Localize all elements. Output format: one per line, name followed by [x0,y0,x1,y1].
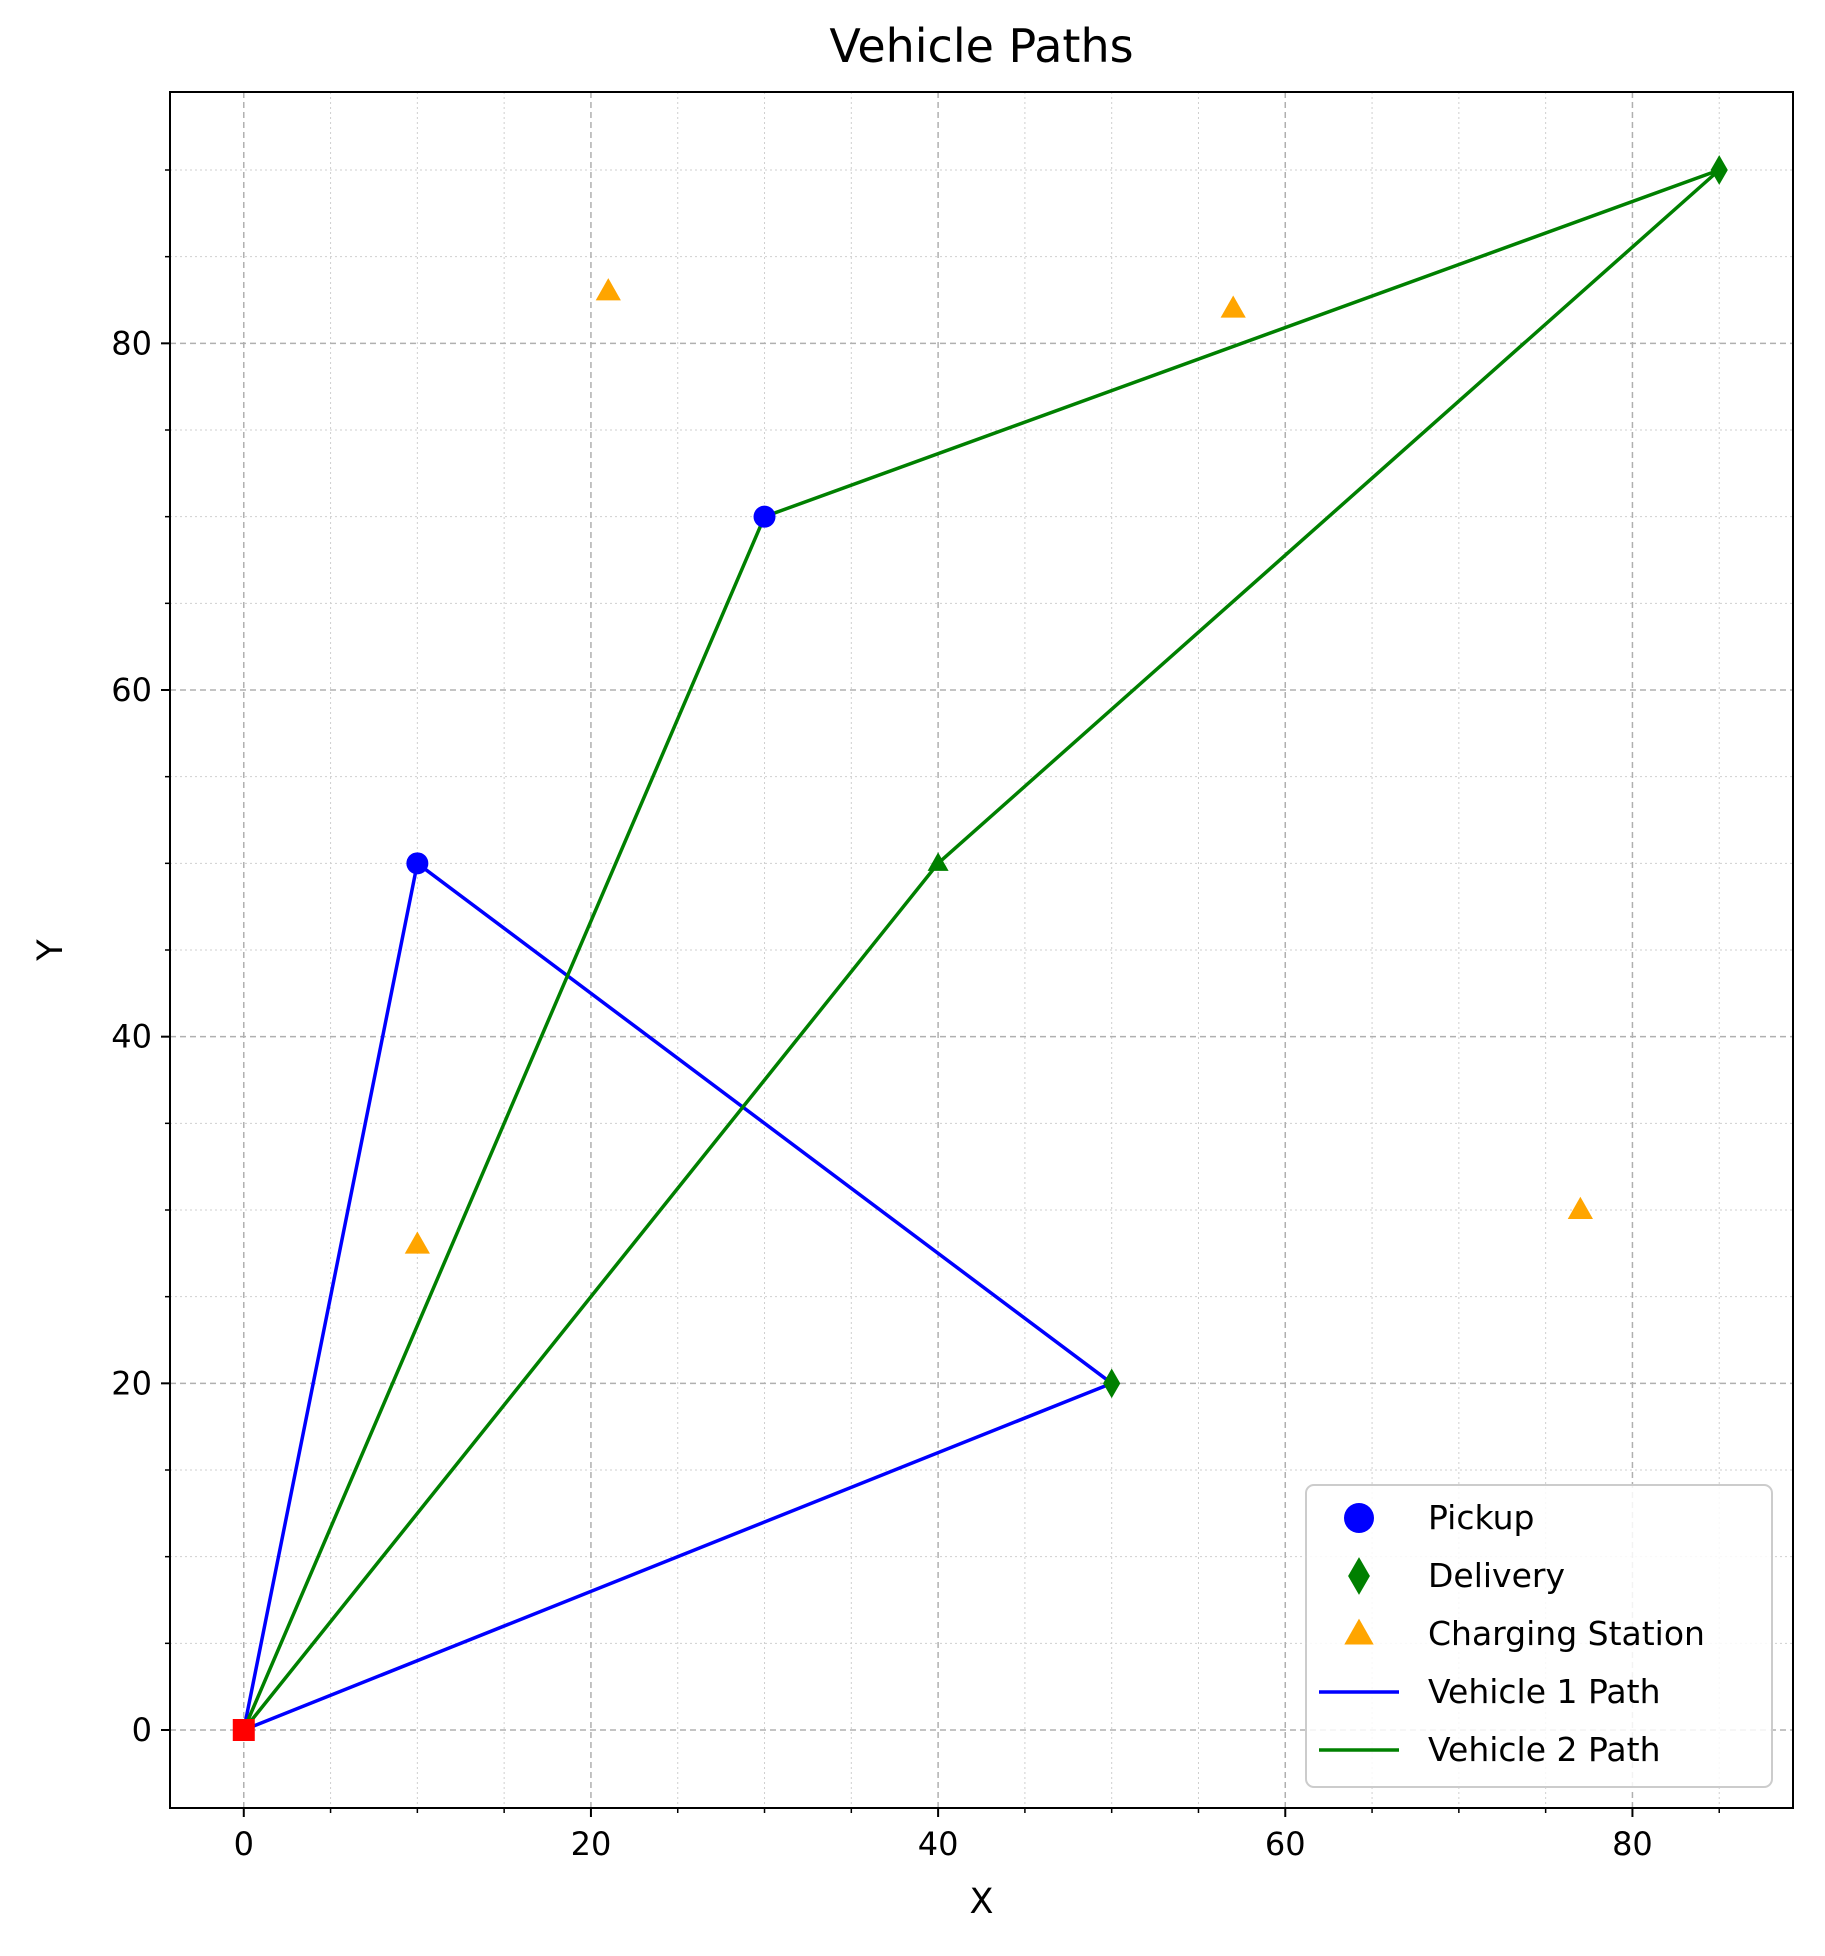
x-tick-label: 80 [1612,1825,1653,1863]
legend-label: Delivery [1428,1556,1565,1595]
depot-point [232,1719,255,1741]
legend-label: Charging Station [1428,1614,1705,1653]
marker-layer [232,155,1728,1741]
legend-diamond-swatch [1348,1557,1370,1595]
tick-layer: 0 20 40 60 80 0 20 40 60 80 [111,169,1720,1863]
y-tick-label: 0 [132,1711,152,1749]
legend-circle-swatch [1344,1503,1374,1533]
legend-triangle-swatch [1344,1618,1374,1645]
y-tick-label: 80 [111,324,152,362]
charging-station-point [595,278,621,301]
charging-station-point [404,1231,430,1254]
y-tick-label: 60 [111,671,152,709]
x-tick-label: 40 [918,1825,959,1863]
y-tick-label: 20 [111,1364,152,1402]
y-tick-label: 40 [111,1018,152,1056]
x-tick-label: 20 [571,1825,612,1863]
legend: Pickup Delivery Charging Station Vehicle 1 … [1305,1484,1773,1788]
y-axis-label: Y [31,939,71,962]
legend-label: Vehicle 1 Path [1428,1672,1660,1711]
x-axis-label: X [970,1882,994,1922]
pickup-point [406,852,429,875]
legend-label: Vehicle 2 Path [1428,1730,1660,1769]
grid-layer [170,92,1793,1808]
legend-label: Pickup [1428,1498,1534,1537]
x-tick-label: 0 [234,1825,254,1863]
delivery-point [1103,1368,1121,1399]
vehicle-2-path-marker [927,852,949,871]
legend-box [1305,1484,1773,1788]
charging-station-point [1567,1196,1593,1219]
vehicle-1-path-line [242,861,1114,1732]
chart-title: Vehicle Paths [829,19,1133,73]
x-tick-label: 60 [1265,1825,1306,1863]
delivery-point [1710,155,1728,185]
pickup-point [753,505,776,528]
charging-station-point [1220,295,1246,318]
